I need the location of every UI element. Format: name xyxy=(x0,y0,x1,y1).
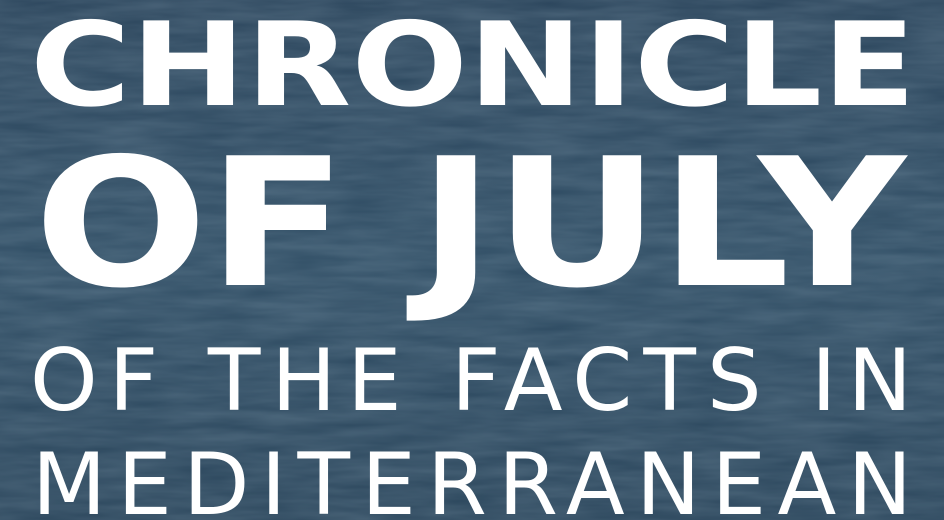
subtitle-line-2: MEDITERRANEAN xyxy=(32,435,912,520)
poster: CHRONICLE OF JULY OF THE FACTS IN MEDITE… xyxy=(0,0,944,520)
page: CHRONICLE OF JULY OF THE FACTS IN MEDITE… xyxy=(0,0,944,520)
title-line-2: OF JULY xyxy=(34,120,908,327)
title-line-1: CHRONICLE xyxy=(30,0,916,133)
